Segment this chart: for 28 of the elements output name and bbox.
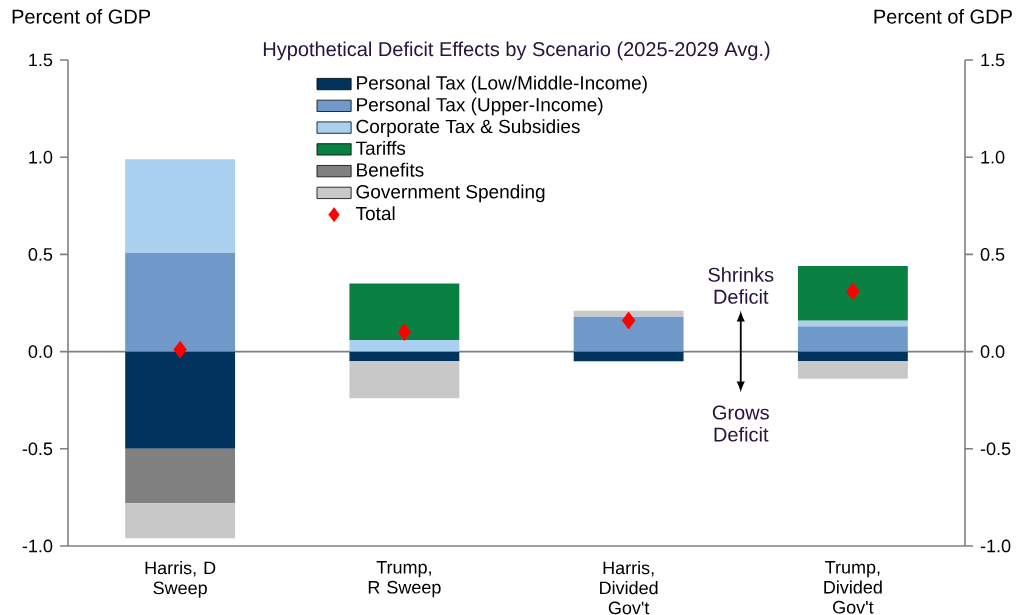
x-tick-label: Harris, Divided Gov't [600,561,658,615]
chart-title: Hypothetical Deficit Effects by Scenario (2025-2029 Avg.) [263,41,770,61]
legend-label: Personal Tax (Upper-Income) [357,97,603,116]
legend-label: Corporate Tax & Subsidies [356,119,580,137]
y-tick-label: -1.0 [22,539,53,553]
y2-tick-label: 1.0 [981,150,1005,164]
y2-tick-label: 0.0 [980,345,1005,358]
legend-label: Benefits [357,162,424,177]
y2-tick-label: -0.5 [980,442,1011,456]
annotation: Shrinks Deficit [708,267,774,304]
y-tick-label: -0.5 [22,442,53,456]
y-tick-label: 1.5 [29,53,53,67]
y2-tick-label: 0.5 [980,248,1005,261]
legend-label: Government Spending [356,184,545,203]
y2-tick-label: 1.5 [981,53,1005,67]
legend-label: Tariffs [355,140,406,155]
y-axis-title: Percent of GDP [12,9,151,24]
y-tick-label: 1.0 [29,150,53,164]
annotation: Grows Deficit [712,405,769,442]
legend-label: Personal Tax (Low/Middle-Income) [357,75,647,94]
x-tick-label: Trump, Divided Gov't [824,561,882,614]
y2-tick-label: -1.0 [980,539,1011,553]
y-tick-label: 0.0 [28,345,53,358]
legend-label: Total [355,206,395,221]
y2-axis-title: Percent of GDP [874,9,1012,24]
x-tick-label: Trump, R Sweep [368,561,441,598]
y-tick-label: 0.5 [28,248,53,261]
x-tick-label: Harris, D Sweep [145,561,216,598]
